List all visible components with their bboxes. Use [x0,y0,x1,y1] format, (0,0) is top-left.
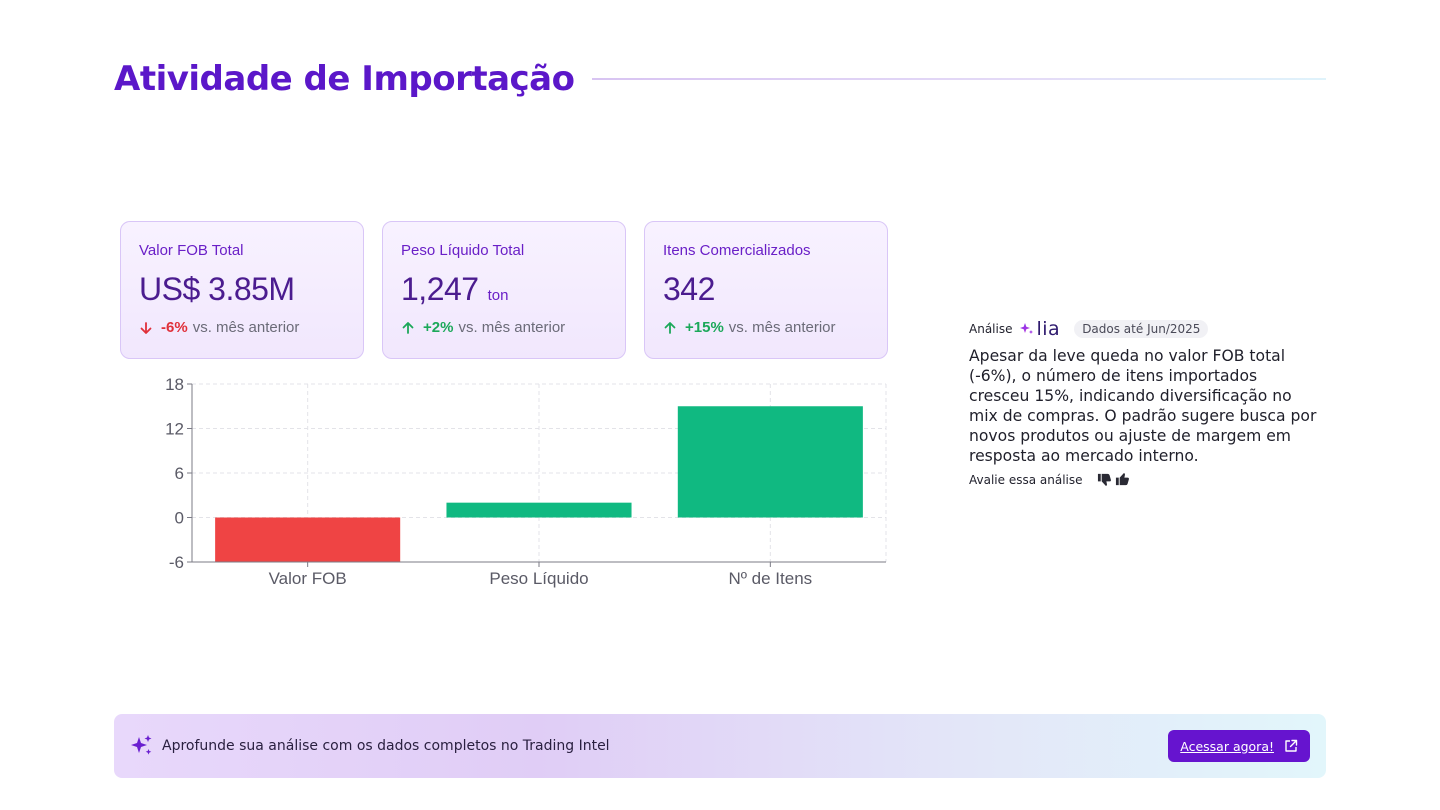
data-date-badge: Dados até Jun/2025 [1074,320,1209,338]
y-tick-label: 12 [165,420,184,439]
access-now-button[interactable]: Acessar agora! [1168,730,1310,762]
banner-text: Aprofunde sua análise com os dados compl… [162,738,610,754]
kpi-card-weight: Peso Líquido Total 1,247 ton +2% vs. mês… [382,221,626,359]
arrow-up-icon [402,321,414,334]
chart-bars [215,406,863,562]
y-tick-label: 0 [175,509,184,528]
external-link-icon [1285,739,1298,752]
y-tick-label: 18 [165,375,184,394]
kpi-cards: Valor FOB Total US$ 3.85M -6% vs. mês an… [120,221,888,359]
thumbs-down-icon[interactable] [1097,472,1112,487]
x-tick-label: Valor FOB [269,569,347,588]
kpi-value: US$ 3.85M [139,271,295,307]
promo-banner: Aprofunde sua análise com os dados compl… [114,714,1326,778]
sparkle-icon [1020,323,1034,334]
delta-comparison: vs. mês anterior [458,319,566,336]
analysis-panel: Análise lia Dados até Jun/2025 Apesar da… [969,318,1319,487]
x-tick-label: Nº de Itens [728,569,812,588]
kpi-label: Peso Líquido Total [401,242,525,259]
y-tick-label: 6 [175,464,184,483]
kpi-card-items: Itens Comercializados 342 +15% vs. mês a… [644,221,888,359]
sparkle-icon [131,735,152,755]
bar-n-de-itens [677,406,863,518]
bar-valor-fob [215,517,401,562]
arrow-down-icon [140,321,152,334]
delta-comparison: vs. mês anterior [192,319,300,336]
kpi-delta: +2% vs. mês anterior [401,319,607,336]
x-tick-label: Peso Líquido [489,569,588,588]
feedback-row: Avalie essa análise [969,472,1319,487]
kpi-delta: -6% vs. mês anterior [139,319,345,336]
kpi-value: 1,247 [401,271,479,307]
analysis-label: Análise [969,322,1013,336]
kpi-card-fob: Valor FOB Total US$ 3.85M -6% vs. mês an… [120,221,364,359]
chart-tick-labels: -6 0 6 12 18 Valor FOB Peso Líquido Nº de Itens [165,375,812,588]
delta-value: +15% [685,319,724,336]
bar-peso-l-quido [446,502,632,518]
delta-value: +2% [423,319,454,336]
feedback-label: Avalie essa análise [969,472,1083,487]
title-divider [592,78,1326,80]
kpi-value: 342 [663,271,715,307]
arrow-up-icon [664,321,676,334]
kpi-label: Valor FOB Total [139,242,244,259]
bar-chart: -6 0 6 12 18 Valor FOB Peso Líquido Nº de Itens [165,375,887,588]
thumbs-up-icon[interactable] [1115,472,1130,487]
chart-axes [187,383,886,567]
y-tick-label: -6 [169,553,184,572]
analysis-text: Apesar da leve queda no valor FOB total … [969,347,1317,465]
delta-value: -6% [161,319,188,336]
lia-brand: lia [1036,317,1061,340]
kpi-unit: ton [487,287,509,304]
page-title: Atividade de Importação [114,59,575,99]
header: Atividade de Importação [114,56,1326,102]
delta-comparison: vs. mês anterior [728,319,836,336]
cta-label: Acessar agora! [1180,738,1274,754]
kpi-delta: +15% vs. mês anterior [663,319,869,336]
kpi-label: Itens Comercializados [663,242,811,259]
lia-logo: lia [1020,317,1061,340]
